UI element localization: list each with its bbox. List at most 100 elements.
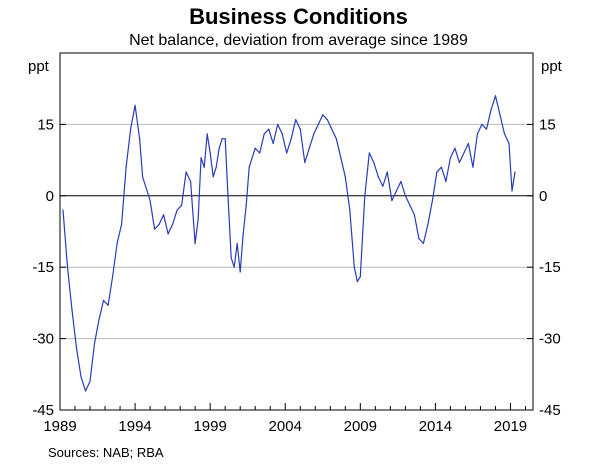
plot-frame: [59, 52, 534, 411]
x-tick-label: 1994: [118, 418, 151, 435]
data-point: [326, 119, 328, 121]
data-point: [239, 271, 241, 273]
tick-marks: [59, 123, 533, 411]
data-point: [391, 199, 393, 202]
data-point: [364, 195, 366, 197]
data-point: [181, 204, 183, 206]
data-point: [427, 223, 429, 225]
data-point: [138, 138, 141, 140]
data-point: [344, 176, 346, 178]
data-point: [263, 133, 265, 135]
data-point: [295, 119, 297, 121]
data-point: [71, 309, 73, 311]
data-point: [400, 180, 402, 183]
data-point: [158, 223, 160, 225]
data-point: [251, 157, 253, 159]
data-point: [422, 242, 424, 244]
data-point: [304, 161, 306, 164]
data-point: [382, 185, 384, 187]
data-point: [409, 204, 411, 206]
data-point: [185, 171, 187, 173]
data-point: [167, 233, 169, 235]
data-point: [377, 176, 379, 178]
data-point: [197, 219, 199, 221]
data-point: [209, 152, 211, 154]
data-point: [89, 380, 91, 383]
data-point: [395, 190, 397, 192]
data-point: [102, 299, 105, 302]
data-point: [431, 199, 433, 202]
tick-labels: -45 -45 -30 -30 -15 -15 0 0 15 15 1989 1994 1999 2004…: [32, 116, 560, 435]
data-point: [349, 209, 351, 211]
data-point: [322, 114, 324, 116]
right-axis-unit: ppt: [541, 58, 562, 75]
data-point: [218, 147, 220, 149]
data-point: [386, 171, 388, 173]
y-tick-label-right: -30: [539, 331, 561, 348]
data-point: [116, 242, 118, 244]
data-point: [107, 304, 109, 306]
data-point: [308, 147, 310, 149]
y-tick-label-left: -15: [32, 259, 54, 276]
data-point: [190, 180, 192, 183]
data-point: [230, 257, 232, 259]
data-point: [176, 209, 178, 211]
data-point: [221, 138, 223, 140]
data-point: [272, 142, 274, 145]
y-tick-label-right: 15: [539, 116, 556, 133]
source-note: Sources: NAB; RBA: [48, 445, 164, 460]
y-tick-label-right: 0: [539, 188, 547, 205]
data-point: [141, 176, 144, 178]
data-point: [335, 138, 337, 140]
data-point: [458, 161, 461, 164]
data-point: [268, 128, 270, 130]
data-point: [449, 157, 452, 159]
data-point: [236, 242, 238, 244]
data-point: [494, 95, 497, 97]
data-point: [404, 195, 406, 197]
data-point: [499, 114, 501, 116]
data-point: [200, 157, 202, 159]
data-point: [75, 347, 78, 349]
data-point: [84, 390, 87, 392]
data-point: [356, 280, 358, 283]
data-point: [481, 123, 483, 125]
x-tick-label: 1999: [193, 418, 226, 435]
data-point: [368, 152, 370, 154]
data-point: [227, 199, 229, 202]
data-point: [290, 138, 292, 140]
data-point: [281, 133, 283, 135]
data-point: [413, 214, 415, 216]
chart-title: Business Conditions: [189, 4, 408, 29]
data-point: [277, 123, 279, 125]
data-point: [353, 266, 355, 268]
data-point: [245, 204, 247, 206]
data-point: [313, 133, 315, 135]
data-point: [111, 276, 114, 278]
data-point: [149, 199, 151, 202]
data-point: [299, 128, 301, 130]
data-point: [66, 266, 69, 268]
data-point: [254, 147, 256, 149]
data-point: [436, 171, 438, 173]
data-point: [286, 152, 288, 154]
data-point: [340, 157, 342, 159]
data-point: [418, 238, 420, 240]
y-tick-label-right: -15: [539, 259, 561, 276]
y-tick-label-right: -45: [539, 402, 561, 419]
data-point: [317, 123, 319, 125]
data-point: [172, 223, 174, 225]
y-tick-label-left: -45: [32, 402, 54, 419]
x-tick-label: 2014: [419, 418, 452, 435]
data-point: [508, 142, 510, 145]
x-tick-label: 2019: [494, 418, 527, 435]
data-point: [93, 342, 96, 344]
data-point: [134, 104, 136, 106]
data-point: [467, 142, 470, 145]
data-point: [194, 242, 196, 244]
series-line: [62, 95, 516, 392]
data-point: [248, 166, 250, 168]
data-point: [359, 276, 361, 278]
data-point: [259, 152, 261, 154]
